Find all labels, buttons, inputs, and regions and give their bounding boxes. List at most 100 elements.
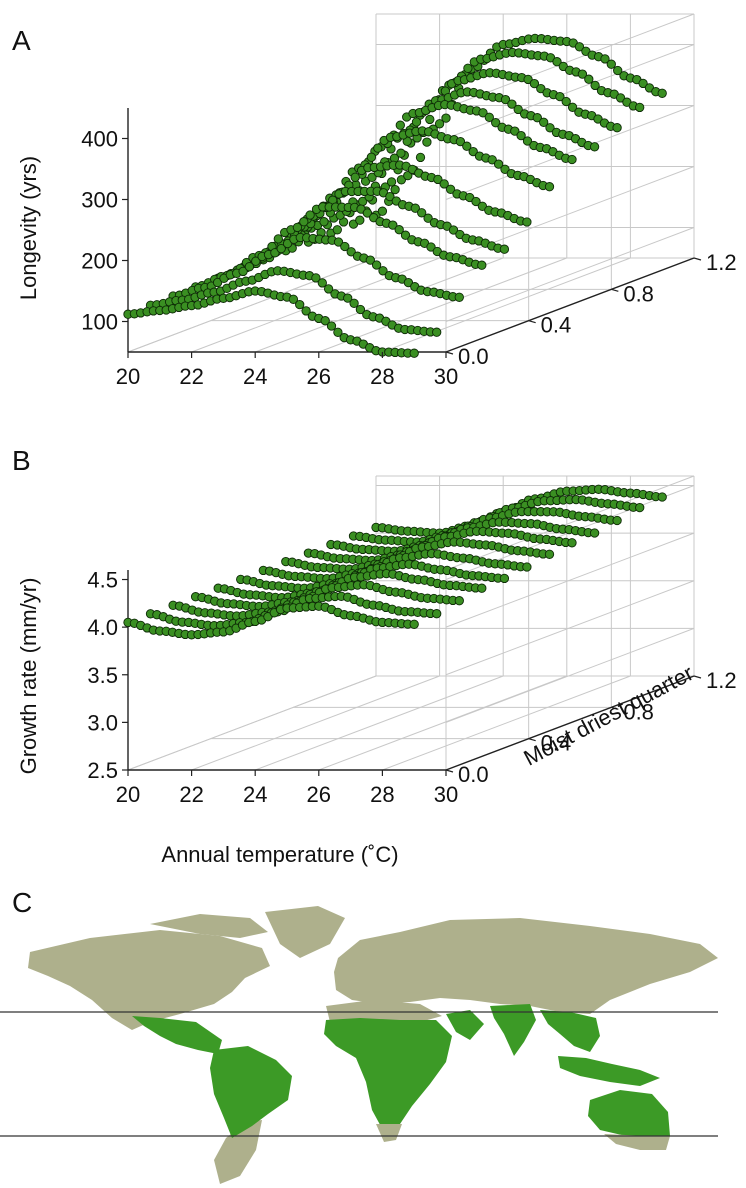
panel-a-z-axis-title: Longevity (yrs) bbox=[16, 156, 41, 300]
panel-b-surface-point bbox=[635, 502, 645, 513]
panel-a-surface-point bbox=[552, 57, 562, 67]
panel-a-surface-point bbox=[395, 120, 405, 130]
panel-a-surface-point bbox=[523, 74, 533, 85]
panel-a-surface-point bbox=[343, 293, 353, 303]
panel-a-surface-point bbox=[441, 113, 451, 123]
panel-b-x-axis-title: Annual temperature (˚C) bbox=[161, 842, 398, 867]
tropical-central-america bbox=[132, 1016, 222, 1054]
tropical-southeast-asia bbox=[540, 1010, 600, 1052]
panel-b-y-tick-label: 0.0 bbox=[458, 762, 489, 787]
panel-a-surface-point bbox=[423, 213, 433, 223]
panel-a-surface-point bbox=[323, 284, 334, 294]
panel-a-gridline-z bbox=[376, 13, 695, 109]
panel-a-surface bbox=[123, 33, 667, 358]
panel-a-surface-point bbox=[311, 273, 321, 283]
panel-a-surface-point bbox=[317, 278, 327, 288]
panel-a-gridline-edge bbox=[127, 14, 377, 353]
panel-a-surface-point bbox=[251, 256, 261, 266]
panel-b-y-tickmark bbox=[528, 738, 536, 742]
panel-b-surface-point bbox=[544, 549, 555, 559]
panel-a-surface-point bbox=[394, 225, 404, 235]
tropical-africa bbox=[324, 1018, 452, 1132]
panel-a-surface-point bbox=[448, 225, 459, 235]
land-greenland bbox=[265, 906, 345, 958]
panel-a-surface-point bbox=[522, 217, 532, 227]
panel-b-surface-point bbox=[454, 596, 464, 606]
panel-a-surface-point bbox=[301, 306, 311, 316]
panel-a-surface-point bbox=[529, 78, 540, 89]
tropical-india bbox=[490, 1004, 536, 1056]
panel-a-surface-point bbox=[270, 248, 280, 258]
panel-a-y-tickmark bbox=[445, 351, 454, 355]
panel-a-surface-point bbox=[386, 177, 397, 187]
panel-a-surface-point bbox=[367, 172, 377, 182]
tropical-arabia bbox=[446, 1010, 484, 1040]
panel-a-surface-point bbox=[425, 114, 435, 125]
panel-b-x-tick-label: 22 bbox=[179, 782, 203, 807]
panel-a-z-tick-label: 400 bbox=[81, 127, 118, 152]
panel-a-surface-point bbox=[333, 237, 344, 247]
panel-a-surface-point bbox=[371, 260, 382, 270]
panel-c-label: C bbox=[12, 887, 32, 918]
panel-a-surface-point bbox=[282, 238, 293, 249]
panel-a-gridline-x bbox=[382, 14, 631, 353]
panel-a-surface-point bbox=[305, 210, 315, 220]
panel-b-label: B bbox=[12, 445, 31, 476]
panel-a-surface-point bbox=[417, 208, 427, 218]
panel-a-surface-point bbox=[606, 59, 616, 69]
panel-a-x-tick-label: 30 bbox=[434, 364, 458, 389]
panel-a-surface-point bbox=[396, 175, 407, 185]
panel-a-surface-point bbox=[355, 304, 366, 315]
panel-a-z-tick-label: 100 bbox=[81, 310, 118, 335]
panel-a-x-tick-label: 28 bbox=[370, 364, 394, 389]
panel-a-surface-point bbox=[212, 277, 223, 288]
panel-b-y-tick-label: 1.2 bbox=[706, 668, 737, 693]
panel-a-surface-point bbox=[332, 225, 342, 235]
panel-a-x-tick-label: 20 bbox=[116, 364, 140, 389]
panel-b-surface-point bbox=[522, 562, 532, 572]
panel-a-y-tickmark bbox=[611, 288, 619, 292]
panel-a-surface-point bbox=[589, 142, 600, 152]
panel-b-z-tick-label: 4.5 bbox=[87, 568, 118, 593]
panel-a-surface-point bbox=[403, 277, 414, 288]
panel-a-surface-point bbox=[295, 299, 305, 310]
panel-b-y-tick-label: 0.4 bbox=[541, 731, 572, 756]
panel-a-surface-point bbox=[288, 294, 299, 304]
panel-a-surface-point bbox=[346, 247, 356, 257]
panel-b-z-tick-label: 2.5 bbox=[87, 758, 118, 783]
panel-a-surface-point bbox=[388, 220, 398, 230]
panel-a-surface-point bbox=[333, 327, 343, 337]
panel-a-surface-point bbox=[657, 88, 667, 98]
panel-a-surface-point bbox=[561, 96, 571, 107]
panel-a-z-tick-label: 200 bbox=[81, 249, 118, 274]
panel-a-label: A bbox=[12, 25, 31, 56]
panel-a-x-tick-label: 24 bbox=[243, 364, 267, 389]
panel-b-y-tickmark bbox=[693, 675, 702, 679]
panel-a-surface-point bbox=[516, 130, 526, 141]
panel-a-surface-point bbox=[409, 348, 419, 358]
panel-b-surface-point bbox=[499, 573, 510, 584]
panel-a-surface-point bbox=[432, 327, 442, 337]
panel-b-x-tick-label: 26 bbox=[307, 782, 331, 807]
panel-b-y-axis-title: Moist driest quarter bbox=[519, 660, 697, 770]
panel-c: C bbox=[0, 887, 718, 1184]
panel-a-surface-point bbox=[544, 182, 555, 192]
panel-b-x-tick-label: 28 bbox=[370, 782, 394, 807]
panel-a-surface-point bbox=[638, 78, 648, 89]
panel-a-surface-point bbox=[500, 164, 510, 174]
panel-b-y-tickmark bbox=[445, 769, 454, 773]
panel-a-surface-point bbox=[396, 148, 406, 158]
panel-a-surface-point bbox=[577, 69, 588, 79]
panel-a-surface-point bbox=[574, 42, 585, 52]
tropical-indonesia bbox=[558, 1056, 660, 1086]
panel-a-x-tick-label: 22 bbox=[179, 364, 203, 389]
panel-a-surface-point bbox=[555, 91, 565, 102]
panel-a-surface-point bbox=[471, 196, 481, 207]
panel-a-surface-point bbox=[484, 112, 494, 122]
land-canadian-arctic bbox=[150, 914, 268, 938]
panel-a-surface-point bbox=[487, 155, 497, 165]
panel-a-y-tick-label: 0.0 bbox=[458, 344, 489, 369]
panel-a-surface-point bbox=[340, 241, 350, 252]
panel-a-surface-point bbox=[462, 141, 472, 151]
